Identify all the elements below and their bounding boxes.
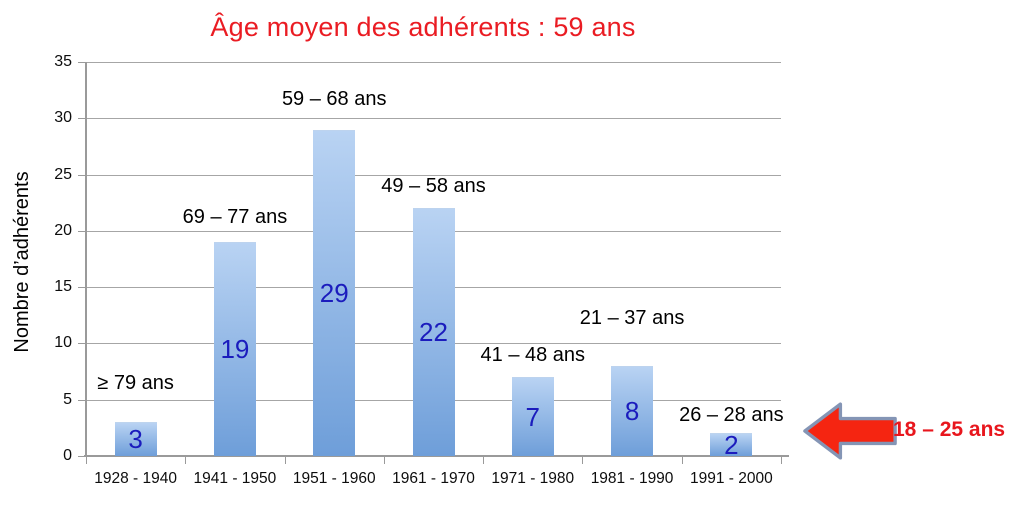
age-range-annotation: 41 – 48 ans	[480, 344, 586, 367]
x-tick-label: 1951 - 1960	[292, 470, 376, 487]
chart-title: Âge moyen des adhérents : 59 ans	[210, 12, 636, 42]
y-axis-tick	[78, 456, 86, 457]
y-tick-label: 0	[63, 447, 72, 464]
age-range-annotation: 69 – 77 ans	[182, 206, 288, 229]
bar	[313, 129, 356, 456]
gridline	[86, 62, 781, 63]
y-axis-line	[85, 62, 87, 456]
bar	[611, 365, 654, 456]
bar-value-label: 2	[724, 429, 739, 460]
bar	[213, 242, 256, 456]
bar-value-label: 7	[525, 401, 541, 432]
bar-value-label: 22	[419, 317, 448, 348]
age-range-annotation: 49 – 58 ans	[381, 175, 486, 198]
x-axis-tick	[681, 456, 683, 464]
x-axis-tick	[185, 456, 187, 464]
bar	[114, 422, 157, 456]
age-range-annotation: ≥ 79 ans	[97, 372, 174, 395]
y-tick-label: 10	[54, 334, 72, 352]
red-left-arrow	[802, 398, 898, 464]
x-axis-line	[84, 455, 789, 457]
y-tick-label: 20	[54, 221, 72, 239]
age-range-annotation: 21 – 37 ans	[579, 306, 685, 329]
x-tick-label: 1971 - 1980	[491, 470, 575, 487]
x-axis-tick	[86, 456, 87, 464]
x-tick-label: 1928 - 1940	[94, 470, 178, 487]
age-range-annotation: 59 – 68 ans	[281, 87, 387, 110]
y-axis-tick	[78, 399, 86, 401]
x-axis-tick	[781, 456, 782, 464]
y-axis-tick	[78, 287, 86, 289]
gridline	[86, 174, 781, 176]
x-axis-tick	[284, 456, 286, 464]
y-tick-label: 25	[54, 165, 72, 183]
y-tick-label: 5	[63, 390, 72, 408]
bar	[710, 433, 753, 456]
bar-value-label: 3	[128, 424, 143, 455]
x-tick-label: 1981 - 1990	[590, 470, 674, 487]
x-axis-tick	[582, 456, 584, 464]
y-axis-tick	[78, 230, 86, 232]
y-tick-label: 15	[54, 278, 72, 296]
bar-value-label: 19	[220, 334, 250, 365]
x-axis-tick	[483, 456, 485, 464]
bar-value-label: 8	[624, 395, 640, 426]
x-tick-label: 1961 - 1970	[392, 470, 475, 487]
bar	[511, 377, 554, 456]
bar	[412, 208, 455, 456]
x-axis-tick	[383, 456, 385, 464]
y-axis-tick	[78, 174, 86, 176]
y-axis-tick	[78, 118, 86, 120]
x-tick-label: 1941 - 1950	[193, 470, 277, 487]
y-axis-tick	[78, 343, 86, 345]
x-tick-label: 1991 - 2000	[689, 470, 773, 487]
gridline	[86, 118, 781, 120]
y-tick-label: 35	[54, 53, 72, 70]
y-axis-tick	[78, 62, 86, 63]
y-tick-label: 30	[54, 109, 72, 127]
arrow-label: 18 – 25 ans	[893, 418, 1006, 441]
bar-value-label: 29	[319, 277, 349, 308]
age-range-annotation: 26 – 28 ans	[679, 404, 784, 427]
